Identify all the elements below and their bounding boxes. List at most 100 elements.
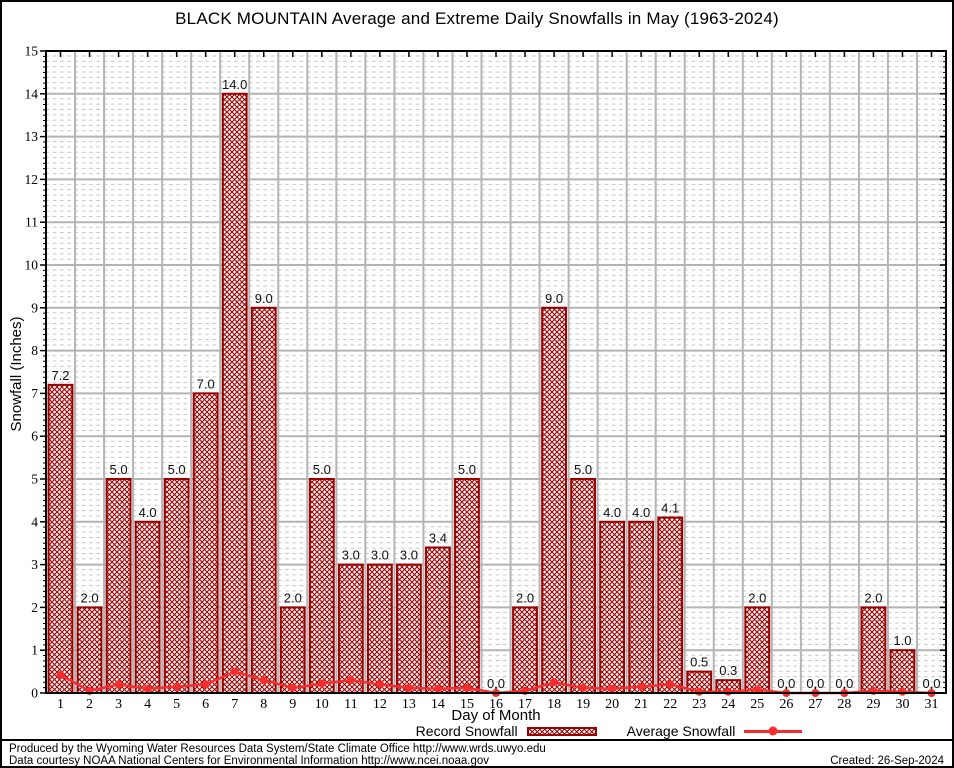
x-tick-label: 24 [721,697,735,712]
avg-point [259,676,268,685]
bar-value-label: 0.0 [806,676,824,691]
legend-item-average-snowfall: Average Snowfall [627,723,803,739]
bar [889,649,916,695]
bar-value-label: 7.0 [197,376,215,391]
bar [628,520,655,694]
avg-point [550,678,559,687]
x-tick-label: 5 [173,697,180,712]
bar [250,306,277,694]
x-tick-label: 20 [605,697,619,712]
bar-value-label: 9.0 [255,291,273,306]
y-tick-label: 1 [31,643,38,658]
bar-value-label: 0.0 [922,676,940,691]
x-tick-label: 7 [231,697,238,712]
avg-point [375,680,384,689]
x-tick-label: 9 [289,697,296,712]
x-tick-label: 8 [260,697,267,712]
x-tick-label: 21 [634,697,648,712]
bar [570,478,596,694]
avg-point [898,687,907,696]
bar-value-label: 1.0 [893,633,911,648]
x-tick-label: 28 [837,697,851,712]
bar-value-label: 3.0 [342,548,360,563]
bar [192,392,219,694]
avg-point [637,682,646,691]
legend-item-record-snowfall: Record Snowfall [416,723,597,739]
chart-title: BLACK MOUNTAIN Average and Extreme Daily… [175,9,779,28]
y-tick-label: 9 [31,300,38,315]
x-tick-label: 26 [779,697,793,712]
legend-record-label: Record Snowfall [415,723,518,739]
bar [860,606,887,695]
y-tick-label: 7 [31,386,38,401]
x-tick-label: 17 [518,697,532,712]
x-tick-label: 27 [808,697,822,712]
avg-point [666,680,675,689]
y-tick-label: 5 [31,472,38,487]
bar-value-label: 7.2 [51,368,69,383]
avg-point [404,683,413,692]
avg-point [201,680,210,689]
plot-area: 7.22.05.04.05.07.014.09.02.05.03.0 3.0 3.0… [25,44,947,713]
avg-point [695,687,704,696]
bar-value-label: 5.0 [168,462,186,477]
bar-value-label: 2.0 [748,590,766,605]
avg-point [56,671,65,680]
marker-dot-icon [768,726,778,736]
bar [308,478,335,694]
footer-producer: Produced by the Wyoming Water Resources … [9,743,546,755]
avg-point [172,682,181,691]
x-tick-label: 4 [144,697,151,712]
avg-point [753,685,762,694]
bar-value-label: 5.0 [574,462,592,477]
x-tick-label: 23 [692,697,706,712]
y-tick-label: 2 [31,600,38,615]
legend-average-label: Average Snowfall [626,723,736,739]
legend: Record Snowfall Average Snowfall [266,723,952,739]
record-snowfall-swatch [526,726,597,736]
x-tick-label: 1 [57,697,64,712]
bar-value-label: 3.0 [400,548,418,563]
avg-point [230,667,239,676]
x-tick-label: 10 [315,697,329,712]
avg-point [724,687,733,696]
bar-value-label: 4.0 [603,505,621,520]
x-tick-label: 16 [489,697,503,712]
avg-point [288,683,297,692]
y-tick-label: 0 [31,686,38,701]
bar [512,606,538,695]
bar-value-labels: 7.2 2.0 5.0 4.0 5.0 7.0 14.0 9.0 2.0 5.0 3.0 3.0 3.0… [51,77,940,691]
avg-point [143,684,152,693]
bar [599,520,626,694]
avg-point [114,680,123,689]
bar [337,563,364,694]
bar-value-label: 5.0 [110,462,128,477]
bar [396,563,422,694]
bar [221,92,248,695]
bar-value-label: 14.0 [222,77,247,92]
bar [657,516,684,695]
y-tick-label: 11 [25,215,38,230]
bar [279,606,306,695]
average-snowfall-swatch [744,726,803,736]
y-tick-label: 13 [25,129,39,144]
bar-value-label: 9.0 [545,291,563,306]
x-tick-label: 11 [344,697,357,712]
x-axis-title: Day of Month [451,707,541,724]
bar-value-label: 4.0 [632,505,650,520]
plot-border [45,50,947,694]
footer-credit: Data courtesy NOAA National Centers for … [9,755,490,767]
bar [541,306,567,694]
y-tick-label: 10 [25,258,39,273]
x-tick-label: 15 [460,697,474,712]
footer-divider [2,739,952,741]
avg-point [346,676,355,685]
bar [454,478,480,694]
x-tick-label: 6 [202,697,209,712]
bar [163,478,190,694]
bar [76,606,103,695]
y-tick-label: 6 [31,429,38,444]
y-tick-label: 14 [25,86,39,101]
x-tick-label: 29 [866,697,880,712]
